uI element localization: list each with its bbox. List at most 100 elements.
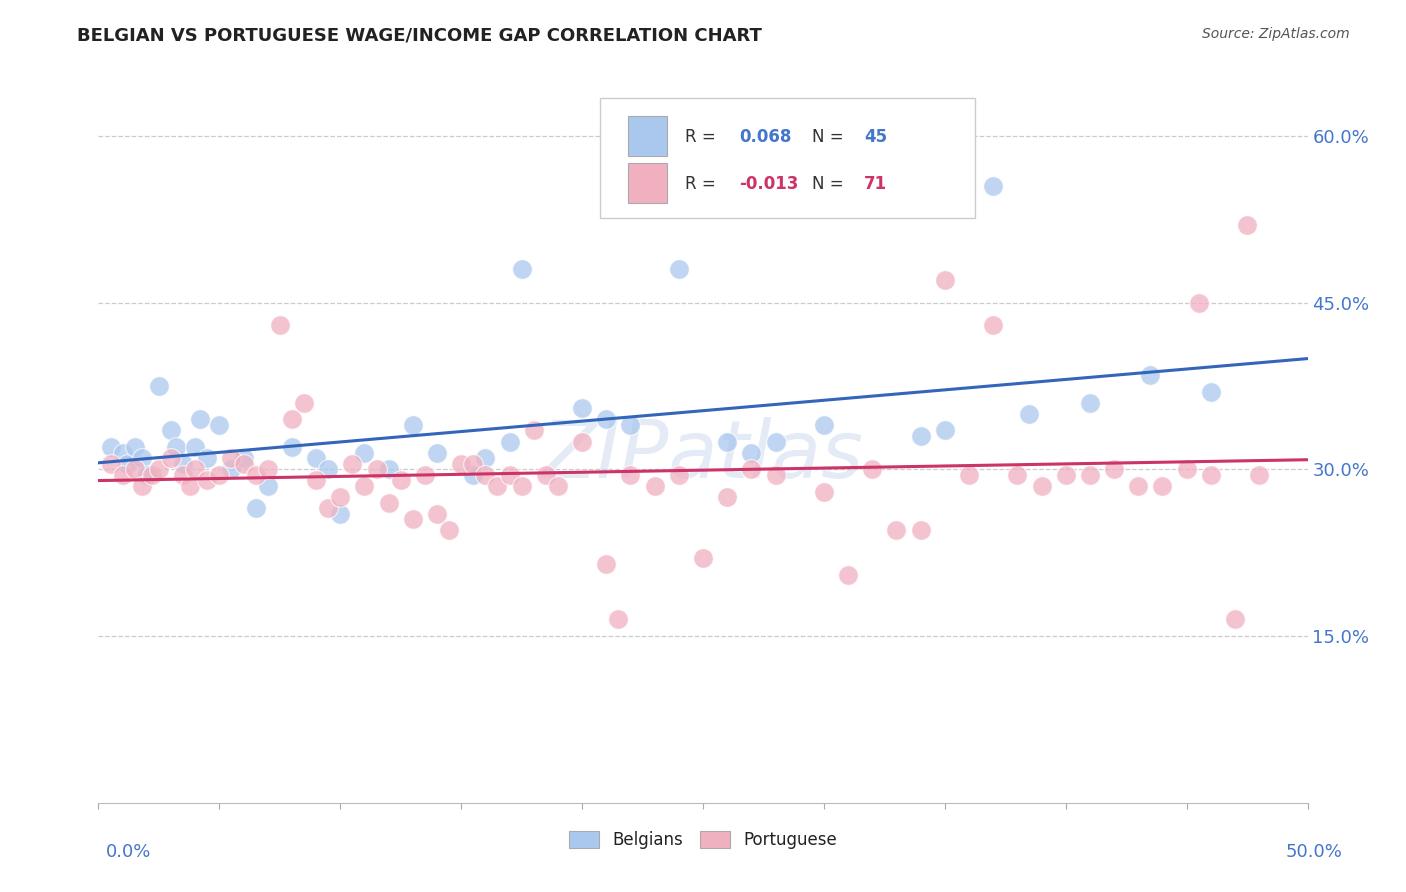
Point: [644, 479, 666, 493]
Point: [463, 457, 485, 471]
Text: R =: R =: [685, 175, 721, 193]
Text: 71: 71: [863, 175, 887, 193]
Point: [1249, 467, 1271, 482]
Point: [910, 524, 932, 538]
Text: ZIPatlas: ZIPatlas: [541, 417, 865, 495]
Point: [740, 445, 762, 459]
Point: [413, 467, 436, 482]
Text: BELGIAN VS PORTUGUESE WAGE/INCOME GAP CORRELATION CHART: BELGIAN VS PORTUGUESE WAGE/INCOME GAP CO…: [77, 27, 762, 45]
Point: [135, 467, 157, 482]
Point: [172, 467, 194, 482]
Point: [366, 462, 388, 476]
Bar: [628, 163, 666, 203]
Point: [124, 462, 146, 476]
Point: [184, 462, 207, 476]
Point: [389, 474, 412, 488]
Point: [813, 484, 835, 499]
Point: [692, 551, 714, 566]
Point: [172, 457, 194, 471]
Point: [117, 457, 139, 471]
Point: [498, 467, 520, 482]
Point: [1054, 467, 1077, 482]
Point: [377, 462, 399, 476]
Point: [292, 395, 315, 409]
Point: [886, 524, 908, 538]
Point: [619, 467, 641, 482]
Point: [765, 467, 787, 482]
Point: [195, 474, 218, 488]
Point: [934, 273, 956, 287]
Point: [188, 412, 211, 426]
Point: [305, 474, 328, 488]
Point: [1139, 368, 1161, 382]
Legend: Belgians, Portuguese: Belgians, Portuguese: [562, 824, 844, 856]
Point: [486, 479, 509, 493]
Point: [1236, 218, 1258, 232]
Point: [1078, 395, 1101, 409]
Point: [221, 462, 243, 476]
Point: [111, 467, 134, 482]
Point: [179, 479, 201, 493]
Point: [1223, 612, 1246, 626]
Point: [124, 440, 146, 454]
Point: [256, 479, 278, 493]
Point: [860, 462, 883, 476]
Point: [329, 490, 352, 504]
Point: [1078, 467, 1101, 482]
Point: [1199, 467, 1222, 482]
Point: [342, 457, 364, 471]
Text: 50.0%: 50.0%: [1286, 843, 1343, 861]
Point: [232, 451, 254, 466]
Point: [208, 417, 231, 432]
Bar: [628, 116, 666, 156]
Point: [547, 479, 569, 493]
Point: [221, 451, 243, 466]
Point: [245, 501, 267, 516]
Point: [281, 440, 304, 454]
Point: [1031, 479, 1053, 493]
Point: [148, 462, 170, 476]
Point: [316, 501, 339, 516]
Text: R =: R =: [685, 128, 721, 145]
Point: [595, 412, 617, 426]
Point: [305, 451, 328, 466]
Point: [1199, 384, 1222, 399]
Point: [160, 424, 183, 438]
Point: [474, 451, 496, 466]
Point: [498, 434, 520, 449]
Point: [534, 467, 557, 482]
Point: [353, 445, 375, 459]
Point: [716, 490, 738, 504]
Point: [450, 457, 472, 471]
Point: [402, 417, 425, 432]
Point: [1102, 462, 1125, 476]
Text: N =: N =: [811, 175, 849, 193]
Point: [165, 440, 187, 454]
Point: [910, 429, 932, 443]
Point: [100, 457, 122, 471]
Point: [765, 434, 787, 449]
Point: [474, 467, 496, 482]
Point: [1175, 462, 1198, 476]
Point: [269, 318, 291, 332]
Point: [510, 262, 533, 277]
Point: [510, 479, 533, 493]
Point: [281, 412, 304, 426]
Point: [981, 318, 1004, 332]
Point: [131, 479, 153, 493]
Point: [1128, 479, 1150, 493]
Point: [740, 462, 762, 476]
Point: [100, 440, 122, 454]
Text: 0.0%: 0.0%: [105, 843, 150, 861]
Point: [813, 417, 835, 432]
Point: [837, 568, 859, 582]
Point: [208, 467, 231, 482]
Point: [668, 467, 690, 482]
Point: [716, 434, 738, 449]
Point: [141, 467, 163, 482]
Point: [437, 524, 460, 538]
Point: [402, 512, 425, 526]
Text: 0.068: 0.068: [740, 128, 792, 145]
Point: [1188, 295, 1211, 310]
Point: [523, 424, 546, 438]
